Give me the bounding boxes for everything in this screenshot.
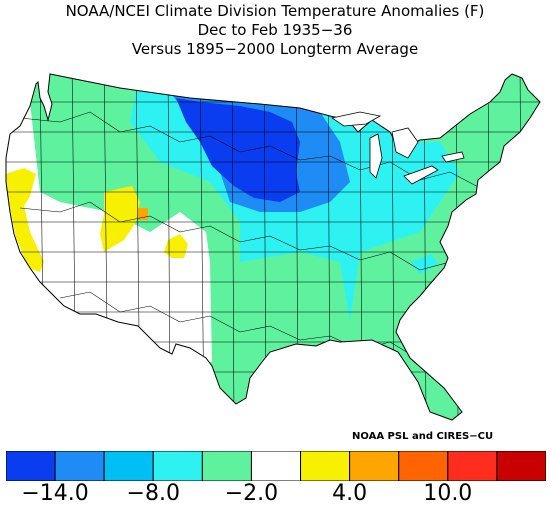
lake-ontario (441, 151, 465, 163)
legend-swatch-6 (300, 451, 351, 481)
legend-swatch-1 (54, 451, 105, 481)
legend-tick-label: −2.0 (224, 481, 279, 506)
region-colorado-hot (138, 208, 148, 220)
us-climate-division-map (5, 73, 541, 421)
lake-huron (391, 127, 419, 159)
legend-swatch-3 (152, 451, 203, 481)
region-northwest-green (36, 74, 120, 172)
color-legend (6, 451, 546, 481)
legend-swatch-0 (6, 451, 56, 481)
map-baseline: Versus 1895−2000 Longterm Average (131, 40, 419, 58)
region-northern-plains (176, 98, 300, 202)
credit-label: NOAA PSL and CIRES−CU (352, 431, 494, 442)
legend-swatch-2 (103, 451, 154, 481)
legend-swatch-5 (250, 451, 302, 481)
lake-superior (330, 111, 382, 127)
region-california-warm (6, 168, 44, 272)
legend-tick-label: −14.0 (21, 481, 89, 506)
legend-swatch-8 (398, 451, 449, 481)
legend-swatch-7 (349, 451, 400, 481)
us-outline (5, 73, 541, 421)
lake-michigan (369, 133, 383, 179)
legend-swatch-4 (201, 451, 252, 481)
region-utah-warm (100, 186, 140, 252)
legend-tick-label: −8.0 (126, 481, 180, 506)
great-lakes (330, 111, 465, 185)
title-block: NOAA/NCEI Climate Division Temperature A… (0, 2, 550, 59)
map-title: NOAA/NCEI Climate Division Temperature A… (65, 2, 485, 20)
legend-swatch-9 (447, 451, 498, 481)
legend-tick-label: 10.0 (423, 481, 473, 506)
lake-erie (403, 165, 439, 185)
legend-swatch-10 (496, 451, 546, 481)
legend-tick-label: 4.0 (332, 481, 368, 506)
map-period: Dec to Feb 1935−36 (197, 21, 353, 39)
region-appalachian-spot (410, 254, 438, 274)
